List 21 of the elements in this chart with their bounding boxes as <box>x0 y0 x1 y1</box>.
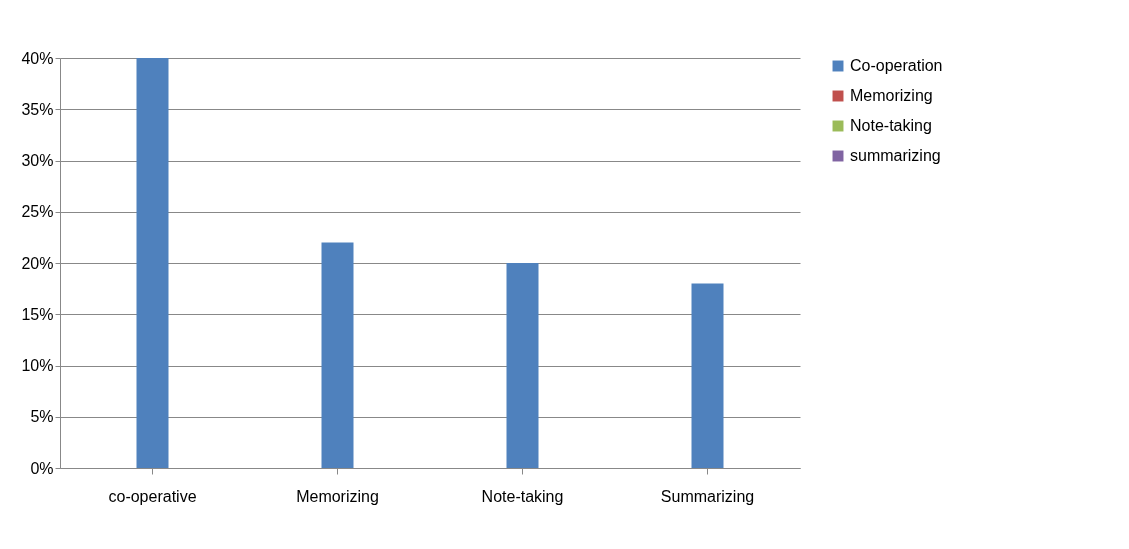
y-tick-label: 0% <box>30 459 54 477</box>
y-tick-label: 25% <box>21 203 54 221</box>
x-tick-label: co-operative <box>108 487 197 505</box>
x-tick-label: Note-taking <box>481 487 564 505</box>
bar <box>691 283 724 468</box>
legend-label: summarizing <box>850 147 941 164</box>
legend-label: Co-operation <box>850 57 943 74</box>
legend-label: Note-taking <box>850 117 932 134</box>
y-tick-label: 15% <box>21 305 54 323</box>
x-tick-label: Summarizing <box>660 487 755 505</box>
bar <box>136 58 169 468</box>
y-tick-label: 20% <box>21 254 54 272</box>
bar <box>321 242 354 468</box>
y-tick-label: 10% <box>21 357 54 374</box>
y-tick-label: 5% <box>30 408 54 426</box>
y-tick-label: 35% <box>21 100 54 118</box>
x-tick-label: Memorizing <box>296 487 379 505</box>
y-tick-label: 40% <box>21 49 54 67</box>
y-tick-label: 30% <box>21 152 54 169</box>
bar <box>506 263 539 468</box>
legend-label: Memorizing <box>850 87 933 104</box>
